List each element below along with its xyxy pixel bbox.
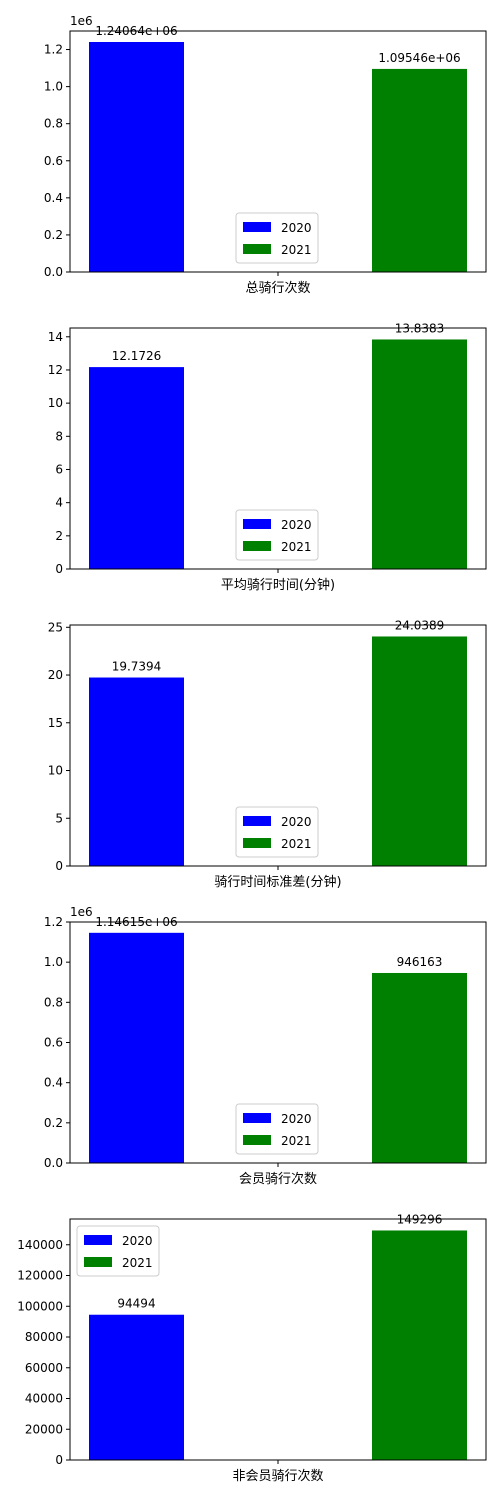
y-tick-label: 15 — [48, 716, 63, 730]
bar-2021 — [372, 339, 467, 569]
y-tick-label: 5 — [55, 811, 63, 825]
legend: 2020 2021 — [235, 1103, 319, 1155]
chart-3: 19.739424.03890510152025骑行时间标准差(分钟)20202… — [48, 618, 487, 890]
y-tick-label: 1.0 — [44, 80, 63, 94]
y-offset-label: 1e6 — [70, 14, 93, 28]
legend-swatch-2020 — [243, 222, 271, 232]
y-tick-label: 100000 — [17, 1299, 63, 1313]
bar-label-2021: 946163 — [397, 955, 443, 969]
y-tick-label: 25 — [48, 620, 63, 634]
y-tick-label: 2 — [55, 529, 63, 543]
y-tick-label: 0.6 — [44, 154, 63, 168]
y-offset-label: 1e6 — [70, 905, 93, 919]
bar-2020 — [89, 42, 184, 273]
y-tick-label: 12 — [48, 363, 63, 377]
y-tick-label: 80000 — [25, 1330, 63, 1344]
legend: 2020 2021 — [235, 806, 319, 858]
bar-2021 — [372, 636, 467, 866]
bar-2020 — [89, 1314, 184, 1460]
y-tick-label: 8 — [55, 429, 63, 443]
legend-label-2020: 2020 — [122, 1234, 153, 1248]
chart-5: 9449414929602000040000600008000010000012… — [17, 1212, 487, 1484]
y-tick-label: 0.0 — [44, 265, 63, 279]
legend-swatch-2021 — [84, 1257, 112, 1267]
legend-swatch-2021 — [243, 838, 271, 848]
legend-swatch-2020 — [243, 816, 271, 826]
y-tick-label: 0.4 — [44, 191, 63, 205]
y-tick-label: 140000 — [17, 1238, 63, 1252]
y-tick-label: 0.8 — [44, 995, 63, 1009]
legend-swatch-2020 — [243, 519, 271, 529]
legend-label-2020: 2020 — [281, 1112, 312, 1126]
x-axis-label: 会员骑行次数 — [239, 1171, 317, 1187]
legend-label-2020: 2020 — [281, 815, 312, 829]
y-tick-label: 0.8 — [44, 117, 63, 131]
legend-label-2021: 2021 — [281, 243, 312, 257]
legend-swatch-2020 — [243, 1113, 271, 1123]
chart-4: 1.14615e+069461630.00.20.40.60.81.01.2会员… — [44, 905, 487, 1187]
y-tick-label: 1.2 — [44, 43, 63, 57]
bar-2020 — [89, 677, 184, 866]
y-tick-label: 0 — [55, 859, 63, 873]
legend-swatch-2020 — [84, 1235, 112, 1245]
legend-swatch-2021 — [243, 244, 271, 254]
legend-label-2021: 2021 — [281, 837, 312, 851]
y-tick-label: 10 — [48, 396, 63, 410]
x-axis-label: 总骑行次数 — [245, 280, 310, 296]
bar-label-2020: 19.7394 — [112, 660, 162, 674]
chart-1: 1.24064e+061.09546e+060.00.20.40.60.81.0… — [44, 14, 487, 296]
bar-label-2020: 94494 — [117, 1297, 155, 1311]
legend-label-2021: 2021 — [281, 540, 312, 554]
x-axis-label: 非会员骑行次数 — [232, 1468, 323, 1484]
y-tick-label: 10 — [48, 764, 63, 778]
y-tick-label: 20 — [48, 668, 63, 682]
y-tick-label: 0.0 — [44, 1156, 63, 1170]
x-axis-label: 骑行时间标准差(分钟) — [214, 874, 341, 890]
legend: 2020 2021 — [76, 1225, 160, 1277]
bar-2021 — [372, 1230, 467, 1460]
legend-swatch-2021 — [243, 541, 271, 551]
y-tick-label: 0.2 — [44, 1116, 63, 1130]
y-tick-label: 4 — [55, 496, 63, 510]
bar-label-2020: 12.1726 — [112, 349, 162, 363]
y-tick-label: 0.4 — [44, 1076, 63, 1090]
y-tick-label: 0 — [55, 1453, 63, 1467]
legend-label-2021: 2021 — [281, 1134, 312, 1148]
y-tick-label: 20000 — [25, 1422, 63, 1436]
y-tick-label: 0.2 — [44, 228, 63, 242]
bar-2021 — [372, 972, 467, 1163]
bar-label-2021: 1.09546e+06 — [378, 51, 460, 65]
legend-label-2020: 2020 — [281, 221, 312, 235]
y-tick-label: 1.2 — [44, 915, 63, 929]
legend: 2020 2021 — [235, 509, 319, 561]
legend-swatch-2021 — [243, 1135, 271, 1145]
y-tick-label: 14 — [48, 330, 63, 344]
bar-2020 — [89, 932, 184, 1163]
chart-2: 12.172613.838302468101214平均骑行时间(分钟)20202… — [48, 321, 487, 593]
y-tick-label: 40000 — [25, 1392, 63, 1406]
y-tick-label: 60000 — [25, 1361, 63, 1375]
y-tick-label: 6 — [55, 462, 63, 476]
legend-label-2021: 2021 — [122, 1256, 153, 1270]
bar-2020 — [89, 367, 184, 569]
bar-2021 — [372, 68, 467, 272]
y-tick-label: 0.6 — [44, 1036, 63, 1050]
y-tick-label: 0 — [55, 562, 63, 576]
legend-label-2020: 2020 — [281, 518, 312, 532]
legend: 2020 2021 — [235, 212, 319, 264]
y-tick-label: 120000 — [17, 1269, 63, 1283]
y-tick-label: 1.0 — [44, 955, 63, 969]
x-axis-label: 平均骑行时间(分钟) — [221, 577, 335, 593]
